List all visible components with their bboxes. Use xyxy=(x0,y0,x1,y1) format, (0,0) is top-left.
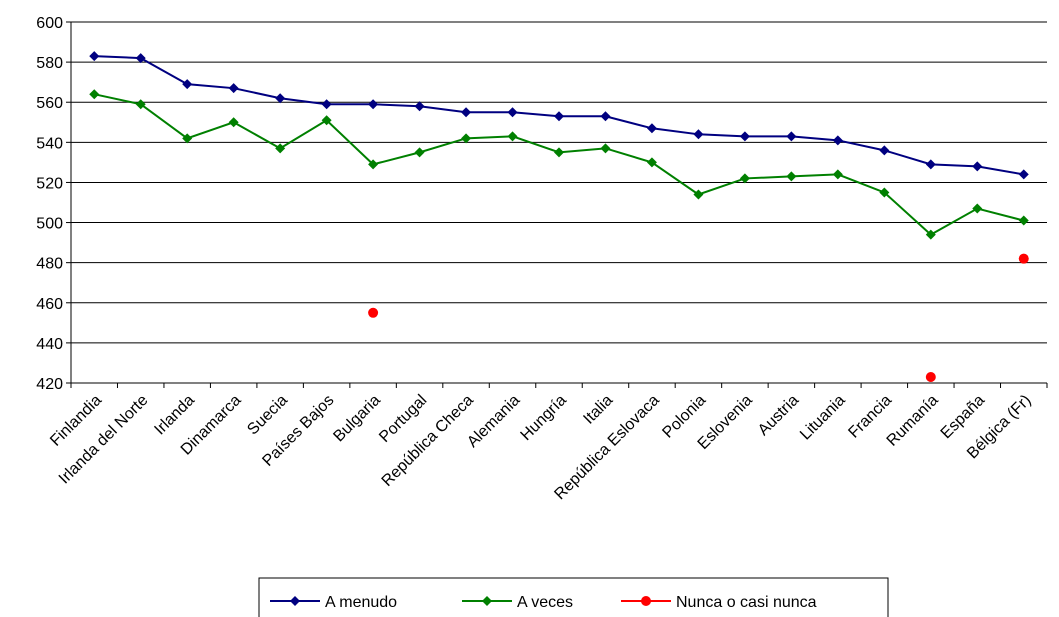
x-tick-label-austria: Austria xyxy=(755,392,802,439)
point-a-veces-paises-bajos xyxy=(321,115,332,126)
point-a-menudo-lituania xyxy=(832,135,843,146)
point-a-menudo-polonia xyxy=(693,129,704,140)
point-a-menudo-finlandia xyxy=(89,51,100,62)
series-nunca-o-casi-nunca xyxy=(368,253,1029,382)
gridlines xyxy=(71,21,1047,344)
point-a-veces-alemania xyxy=(507,131,518,142)
legend: A menudo A veces Nunca o casi nunca xyxy=(258,577,889,617)
x-tick-label-hungria: Hungría xyxy=(518,392,570,444)
y-tick-label: 440 xyxy=(36,336,63,353)
tick-labels: 420440460480500520540560580600FinlandiaI… xyxy=(36,15,1034,503)
x-tick-label-rumania: Rumanía xyxy=(884,392,942,450)
axes xyxy=(66,21,1048,388)
point-a-veces-republica-checa xyxy=(461,133,472,144)
x-tick-label-irlanda: Irlanda xyxy=(151,392,198,439)
y-tick-label: 460 xyxy=(36,296,63,313)
point-a-veces-belgica-fr xyxy=(1018,215,1029,226)
y-tick-label: 520 xyxy=(36,175,63,192)
y-tick-label: 540 xyxy=(36,135,63,152)
point-a-menudo-austria xyxy=(786,131,797,142)
series-a-menudo xyxy=(89,51,1029,180)
legend-label-a-veces: A veces xyxy=(517,594,573,611)
y-tick-label: 600 xyxy=(36,15,63,32)
x-tick-label-lituania: Lituania xyxy=(797,392,849,444)
point-a-veces-eslovenia xyxy=(739,173,750,184)
x-tick-label-irlanda-del-norte: Irlanda del Norte xyxy=(56,392,152,488)
point-nunca-o-casi-nunca-rumania xyxy=(925,371,936,382)
point-a-veces-rumania xyxy=(925,229,936,240)
point-a-menudo-alemania xyxy=(507,107,518,118)
legend-label-nunca: Nunca o casi nunca xyxy=(676,594,817,611)
y-tick-label: 500 xyxy=(36,216,63,233)
legend-item-a-veces: A veces xyxy=(462,594,573,611)
point-a-veces-finlandia xyxy=(89,89,100,100)
point-a-menudo-dinamarca xyxy=(228,83,239,94)
x-tick-label-republica-checa: República Checa xyxy=(379,392,477,490)
series-a-veces xyxy=(89,89,1029,240)
point-a-veces-hungria xyxy=(554,147,564,158)
point-a-menudo-republica-eslovaca xyxy=(646,123,657,134)
point-a-menudo-francia xyxy=(879,145,890,156)
y-tick-label: 420 xyxy=(36,376,63,393)
point-a-menudo-republica-checa xyxy=(461,107,472,118)
series-layer xyxy=(89,51,1029,382)
x-tick-label-suecia: Suecia xyxy=(244,392,291,439)
legend-marker-a-menudo xyxy=(290,596,300,606)
point-a-menudo-eslovenia xyxy=(739,131,750,142)
point-a-veces-irlanda xyxy=(182,133,193,144)
point-a-menudo-portugal xyxy=(414,101,425,112)
point-a-veces-portugal xyxy=(414,147,425,158)
point-a-veces-italia xyxy=(600,143,611,154)
point-a-menudo-paises-bajos xyxy=(321,99,332,110)
point-a-veces-espana xyxy=(972,203,983,214)
point-a-menudo-hungria xyxy=(554,111,564,122)
point-a-menudo-irlanda-del-norte xyxy=(135,53,146,64)
y-tick-label: 560 xyxy=(36,95,63,112)
point-a-menudo-irlanda xyxy=(182,79,193,90)
point-a-veces-polonia xyxy=(693,189,704,200)
point-a-veces-suecia xyxy=(275,143,286,154)
point-a-veces-dinamarca xyxy=(228,117,239,128)
point-a-veces-lituania xyxy=(832,169,843,180)
point-a-veces-irlanda-del-norte xyxy=(135,99,146,110)
point-a-veces-bulgaria xyxy=(368,159,379,170)
x-tick-label-bulgaria: Bulgaria xyxy=(330,392,384,446)
legend-marker-a-veces xyxy=(482,596,492,606)
legend-label-a-menudo: A menudo xyxy=(325,594,397,611)
legend-box xyxy=(258,577,889,617)
legend-marker-nunca xyxy=(641,596,651,606)
point-a-menudo-suecia xyxy=(275,93,286,104)
x-tick-label-italia: Italia xyxy=(580,392,616,428)
legend-item-nunca: Nunca o casi nunca xyxy=(621,594,817,611)
point-a-veces-francia xyxy=(879,187,890,198)
point-a-menudo-espana xyxy=(972,161,983,172)
point-a-veces-austria xyxy=(786,171,797,182)
legend-item-a-menudo: A menudo xyxy=(270,594,397,611)
point-nunca-o-casi-nunca-belgica-fr xyxy=(1018,253,1029,264)
point-a-menudo-italia xyxy=(600,111,611,122)
y-tick-label: 580 xyxy=(36,55,63,72)
y-tick-label: 480 xyxy=(36,256,63,273)
point-a-veces-republica-eslovaca xyxy=(646,157,657,168)
point-nunca-o-casi-nunca-bulgaria xyxy=(368,307,379,318)
point-a-menudo-bulgaria xyxy=(368,99,379,110)
point-a-menudo-rumania xyxy=(925,159,936,170)
point-a-menudo-belgica-fr xyxy=(1018,169,1029,180)
